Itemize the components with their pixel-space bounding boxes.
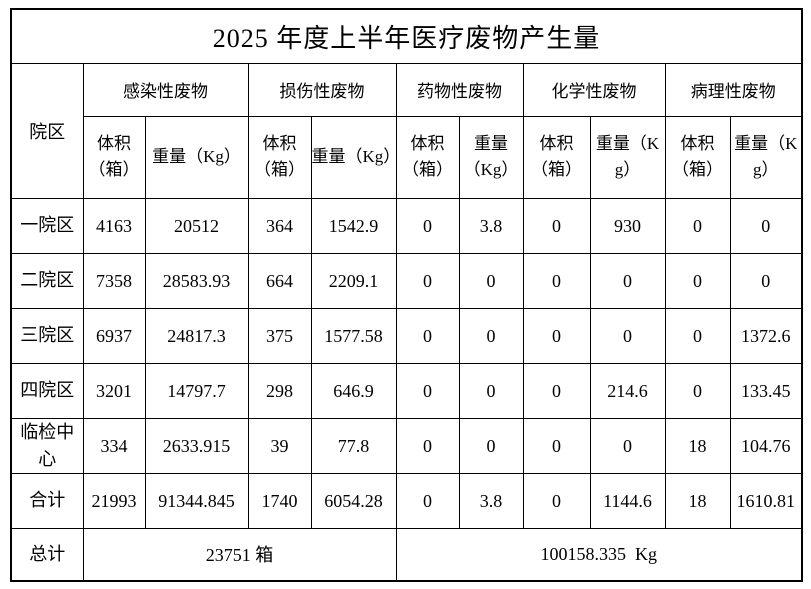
row-label: 四院区 — [10, 362, 84, 419]
weight-header: 重量（Kg） — [458, 115, 524, 199]
data-cell: 18 — [664, 417, 731, 474]
data-cell: 24817.3 — [144, 307, 249, 364]
total-boxes-cell: 23751 箱 — [82, 527, 397, 582]
data-cell: 3.8 — [458, 197, 524, 254]
volume-header: 体积（箱） — [664, 115, 731, 199]
data-cell: 133.45 — [729, 362, 803, 419]
data-cell: 664 — [247, 252, 312, 309]
data-cell: 0 — [589, 252, 666, 309]
data-cell: 0 — [458, 417, 524, 474]
data-cell: 28583.93 — [144, 252, 249, 309]
data-cell: 21993 — [82, 472, 146, 529]
data-cell: 0 — [458, 307, 524, 364]
weight-header: 重量（Kg） — [310, 115, 397, 199]
group-header-pathological: 病理性废物 — [664, 62, 803, 117]
data-cell: 0 — [664, 307, 731, 364]
table-row: 三院区 6937 24817.3 375 1577.58 0 0 0 0 0 1… — [10, 307, 803, 364]
data-cell: 3.8 — [458, 472, 524, 529]
data-cell: 0 — [522, 362, 591, 419]
data-cell: 77.8 — [310, 417, 397, 474]
row-label: 三院区 — [10, 307, 84, 364]
data-cell: 0 — [458, 362, 524, 419]
total-weight-cell: 100158.335 Kg — [395, 527, 803, 582]
data-cell: 0 — [395, 472, 460, 529]
data-cell: 104.76 — [729, 417, 803, 474]
data-cell: 930 — [589, 197, 666, 254]
data-cell: 298 — [247, 362, 312, 419]
group-header-sharps: 损伤性废物 — [247, 62, 397, 117]
volume-header: 体积（箱） — [82, 115, 146, 199]
data-cell: 0 — [664, 362, 731, 419]
medical-waste-table: 2025 年度上半年医疗废物产生量 院区 感染性废物 损伤性废物 药物性废物 化… — [10, 8, 804, 582]
data-cell: 2633.915 — [144, 417, 249, 474]
sub-header-row: 体积（箱） 重量（Kg） 体积（箱） 重量（Kg） 体积（箱） 重量（Kg） 体… — [11, 115, 803, 199]
data-cell: 0 — [589, 417, 666, 474]
data-cell: 1144.6 — [589, 472, 666, 529]
data-cell: 6054.28 — [310, 472, 397, 529]
data-cell: 2209.1 — [310, 252, 397, 309]
group-header-chemical: 化学性废物 — [522, 62, 666, 117]
data-cell: 0 — [589, 307, 666, 364]
title-row: 2025 年度上半年医疗废物产生量 — [10, 8, 803, 64]
group-header-row: 院区 感染性废物 损伤性废物 药物性废物 化学性废物 病理性废物 — [10, 62, 803, 199]
data-cell: 0 — [395, 417, 460, 474]
row-label: 一院区 — [10, 197, 84, 254]
data-cell: 1610.81 — [729, 472, 803, 529]
weight-header: 重量（Kg） — [729, 115, 803, 199]
volume-header: 体积（箱） — [522, 115, 591, 199]
table-row: 四院区 3201 14797.7 298 646.9 0 0 0 214.6 0… — [10, 362, 803, 419]
row-label-grand-total: 总计 — [10, 527, 84, 582]
data-cell: 0 — [395, 197, 460, 254]
data-cell: 14797.7 — [144, 362, 249, 419]
data-cell: 1740 — [247, 472, 312, 529]
data-cell: 0 — [522, 472, 591, 529]
data-cell: 0 — [729, 197, 803, 254]
data-cell: 0 — [664, 252, 731, 309]
data-cell: 0 — [458, 252, 524, 309]
data-cell: 334 — [82, 417, 146, 474]
table-row: 临检中心 334 2633.915 39 77.8 0 0 0 0 18 104… — [10, 417, 803, 474]
data-cell: 364 — [247, 197, 312, 254]
data-cell: 6937 — [82, 307, 146, 364]
data-cell: 0 — [395, 307, 460, 364]
data-cell: 0 — [522, 252, 591, 309]
data-cell: 1542.9 — [310, 197, 397, 254]
data-cell: 18 — [664, 472, 731, 529]
volume-header: 体积（箱） — [247, 115, 312, 199]
data-cell: 646.9 — [310, 362, 397, 419]
data-cell: 0 — [395, 252, 460, 309]
table-row-subtotal: 合计 21993 91344.845 1740 6054.28 0 3.8 0 … — [10, 472, 803, 529]
data-cell: 91344.845 — [144, 472, 249, 529]
table-row: 二院区 7358 28583.93 664 2209.1 0 0 0 0 0 0 — [10, 252, 803, 309]
data-cell: 0 — [729, 252, 803, 309]
data-cell: 1372.6 — [729, 307, 803, 364]
data-cell: 7358 — [82, 252, 146, 309]
data-cell: 0 — [664, 197, 731, 254]
data-cell: 3201 — [82, 362, 146, 419]
data-cell: 214.6 — [589, 362, 666, 419]
grand-total-row: 总计 23751 箱 100158.335 Kg — [10, 527, 803, 582]
weight-header: 重量（Kg） — [589, 115, 666, 199]
group-header-infectious: 感染性废物 — [82, 62, 249, 117]
table-row: 一院区 4163 20512 364 1542.9 0 3.8 0 930 0 … — [10, 197, 803, 254]
group-header-pharmaceutical: 药物性废物 — [395, 62, 524, 117]
volume-header: 体积（箱） — [395, 115, 460, 199]
data-cell: 1577.58 — [310, 307, 397, 364]
data-cell: 20512 — [144, 197, 249, 254]
data-cell: 375 — [247, 307, 312, 364]
row-label: 临检中心 — [10, 417, 84, 474]
weight-header: 重量（Kg） — [144, 115, 249, 199]
table-title: 2025 年度上半年医疗废物产生量 — [10, 8, 803, 64]
data-cell: 0 — [522, 307, 591, 364]
row-label: 合计 — [10, 472, 84, 529]
data-cell: 39 — [247, 417, 312, 474]
row-label: 二院区 — [10, 252, 84, 309]
data-cell: 0 — [522, 197, 591, 254]
data-cell: 0 — [522, 417, 591, 474]
row-header-district: 院区 — [10, 62, 84, 199]
data-cell: 0 — [395, 362, 460, 419]
data-cell: 4163 — [82, 197, 146, 254]
